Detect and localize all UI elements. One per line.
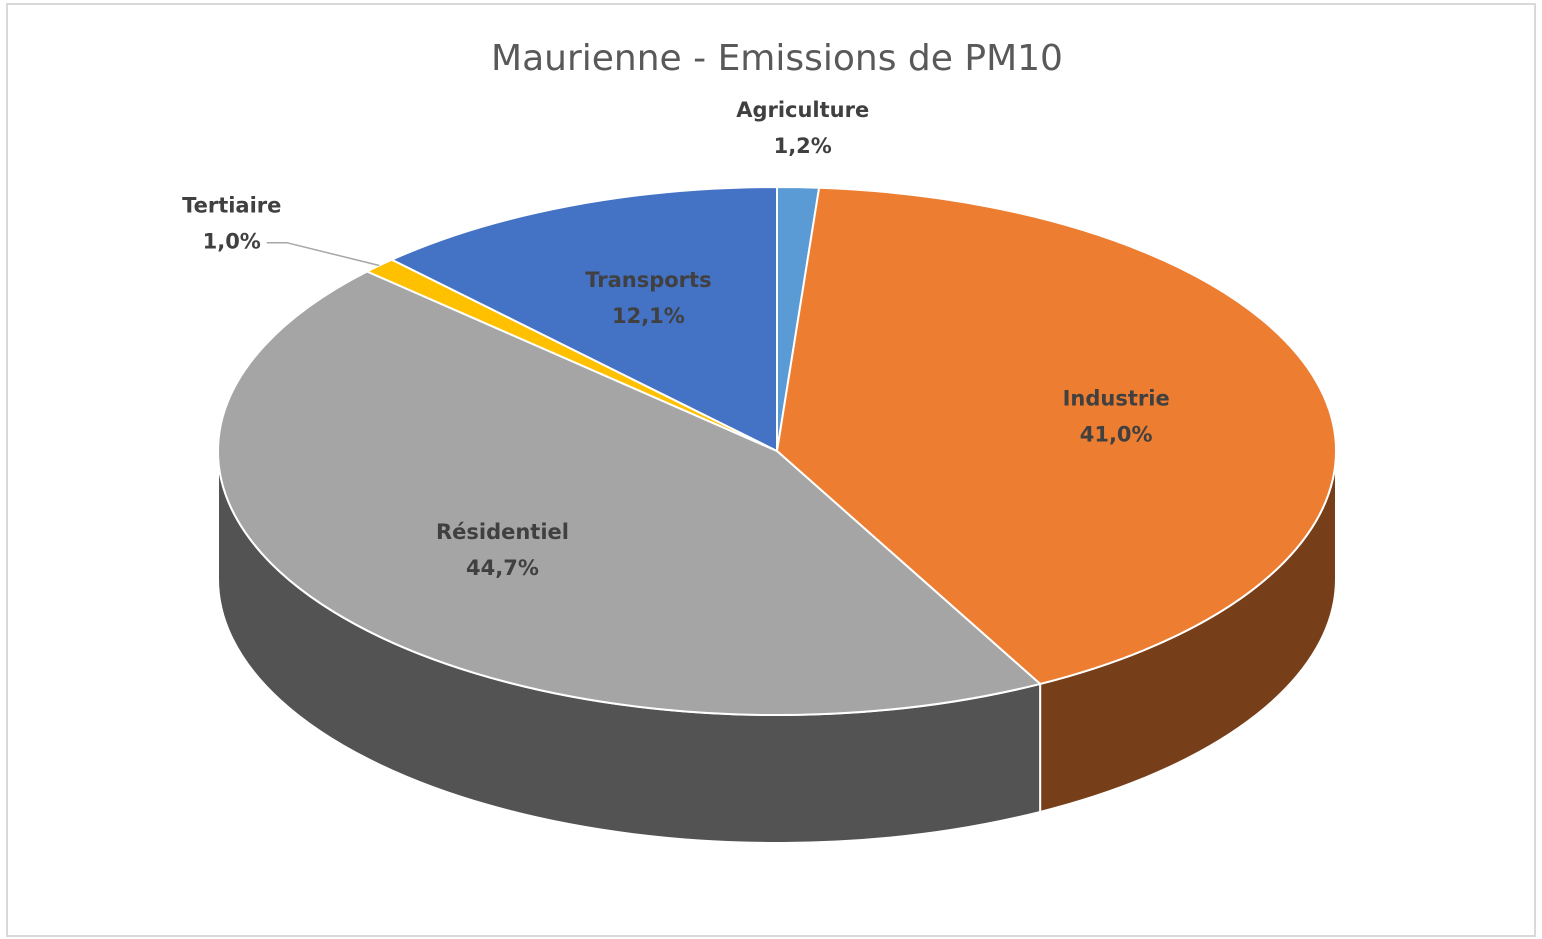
data-label-category: Agriculture — [736, 98, 869, 122]
data-label-category: Résidentiel — [436, 520, 569, 544]
chart-title: Maurienne - Emissions de PM10 — [491, 38, 1063, 79]
leader-line — [266, 241, 380, 267]
slice — [389, 185, 778, 453]
data-label-value: 1,0% — [203, 230, 261, 254]
data-label-category: Tertiaire — [182, 194, 281, 218]
slice — [775, 186, 1337, 686]
data-label-value: 1,2% — [774, 134, 832, 158]
data-label-value: 44,7% — [466, 556, 539, 580]
data-label-category: Transports — [585, 268, 711, 292]
data-label-value: 41,0% — [1080, 422, 1153, 446]
slice — [217, 270, 1043, 716]
data-label-value: 12,1% — [612, 304, 685, 328]
data-label-category: Industrie — [1063, 386, 1170, 410]
